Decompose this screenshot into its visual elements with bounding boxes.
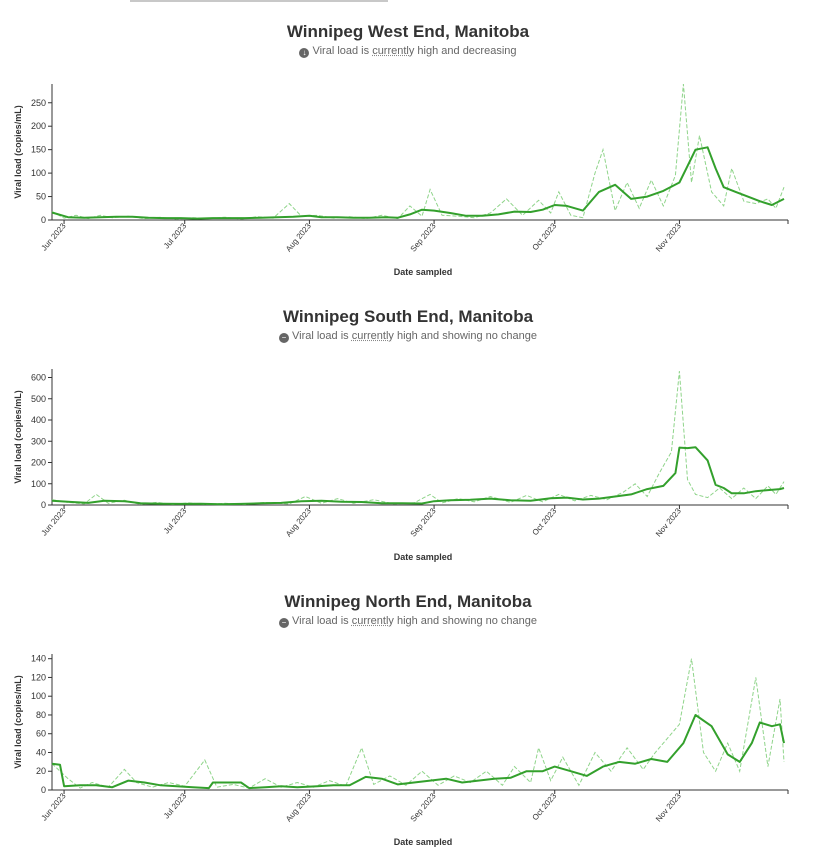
x-axis-label: Date sampled xyxy=(394,267,453,277)
x-tick-label: Oct 2023 xyxy=(530,221,558,252)
x-tick-label: Aug 2023 xyxy=(284,221,313,253)
chart-panel-south-end: Winnipeg South End, Manitoba − Viral load… xyxy=(0,285,816,570)
y-axis-label: Viral load (copies/mL) xyxy=(13,390,23,483)
x-tick-label: Jul 2023 xyxy=(162,221,189,250)
daily-series-line xyxy=(52,84,784,219)
x-tick-label: Nov 2023 xyxy=(654,221,683,253)
x-tick-label: Sep 2023 xyxy=(409,221,438,253)
y-tick-label: 120 xyxy=(31,672,46,682)
y-tick-label: 100 xyxy=(31,168,46,178)
rolling-average-line xyxy=(52,715,784,788)
y-tick-label: 80 xyxy=(36,710,46,720)
x-tick-label: Jun 2023 xyxy=(40,506,68,537)
x-tick-label: Nov 2023 xyxy=(654,791,683,823)
y-tick-label: 200 xyxy=(31,458,46,468)
line-chart-south-end: 0 100 200 300 400 500 600 Jun 2023 Jul 2023 Aug 2… xyxy=(0,285,816,570)
x-axis-label: Date sampled xyxy=(394,837,453,847)
x-tick-label: Sep 2023 xyxy=(409,791,438,823)
y-tick-label: 500 xyxy=(31,394,46,404)
x-tick-label: Oct 2023 xyxy=(530,506,558,537)
x-tick-label: Jun 2023 xyxy=(40,791,68,822)
x-tick-label: Jun 2023 xyxy=(40,221,68,252)
y-axis-label: Viral load (copies/mL) xyxy=(13,675,23,768)
y-tick-label: 100 xyxy=(31,691,46,701)
x-tick-label: Jul 2023 xyxy=(162,791,189,820)
y-tick-label: 300 xyxy=(31,436,46,446)
y-tick-label: 400 xyxy=(31,415,46,425)
y-tick-label: 50 xyxy=(36,192,46,202)
x-tick-label: Jul 2023 xyxy=(162,506,189,535)
y-tick-label: 600 xyxy=(31,373,46,383)
x-axis-label: Date sampled xyxy=(394,552,453,562)
x-tick-label: Oct 2023 xyxy=(530,791,558,822)
y-tick-label: 200 xyxy=(31,121,46,131)
line-chart-west-end: 0 50 100 150 200 250 Jun 2023 Jul 2023 Aug 2023 S… xyxy=(0,0,816,285)
y-tick-label: 20 xyxy=(36,766,46,776)
y-tick-label: 150 xyxy=(31,145,46,155)
line-chart-north-end: 0 20 40 60 80 100 120 140 Jun 2023 Jul 2023 Aug 20… xyxy=(0,570,816,855)
x-tick-label: Aug 2023 xyxy=(284,506,313,538)
chart-panel-west-end: Winnipeg West End, Manitoba ↓ Viral load … xyxy=(0,0,816,285)
daily-series-line xyxy=(52,371,784,504)
y-tick-label: 0 xyxy=(41,215,46,225)
y-tick-label: 0 xyxy=(41,785,46,795)
y-tick-label: 0 xyxy=(41,500,46,510)
y-tick-label: 140 xyxy=(31,654,46,664)
chart-panel-north-end: Winnipeg North End, Manitoba − Viral load… xyxy=(0,570,816,855)
x-tick-label: Aug 2023 xyxy=(284,791,313,823)
rolling-average-line xyxy=(52,147,784,218)
rolling-average-line xyxy=(52,447,784,504)
x-tick-label: Sep 2023 xyxy=(409,506,438,538)
y-tick-label: 100 xyxy=(31,479,46,489)
daily-series-line xyxy=(52,659,784,788)
y-tick-label: 60 xyxy=(36,729,46,739)
y-tick-label: 250 xyxy=(31,98,46,108)
y-tick-label: 40 xyxy=(36,747,46,757)
x-tick-label: Nov 2023 xyxy=(654,506,683,538)
y-axis-label: Viral load (copies/mL) xyxy=(13,105,23,198)
